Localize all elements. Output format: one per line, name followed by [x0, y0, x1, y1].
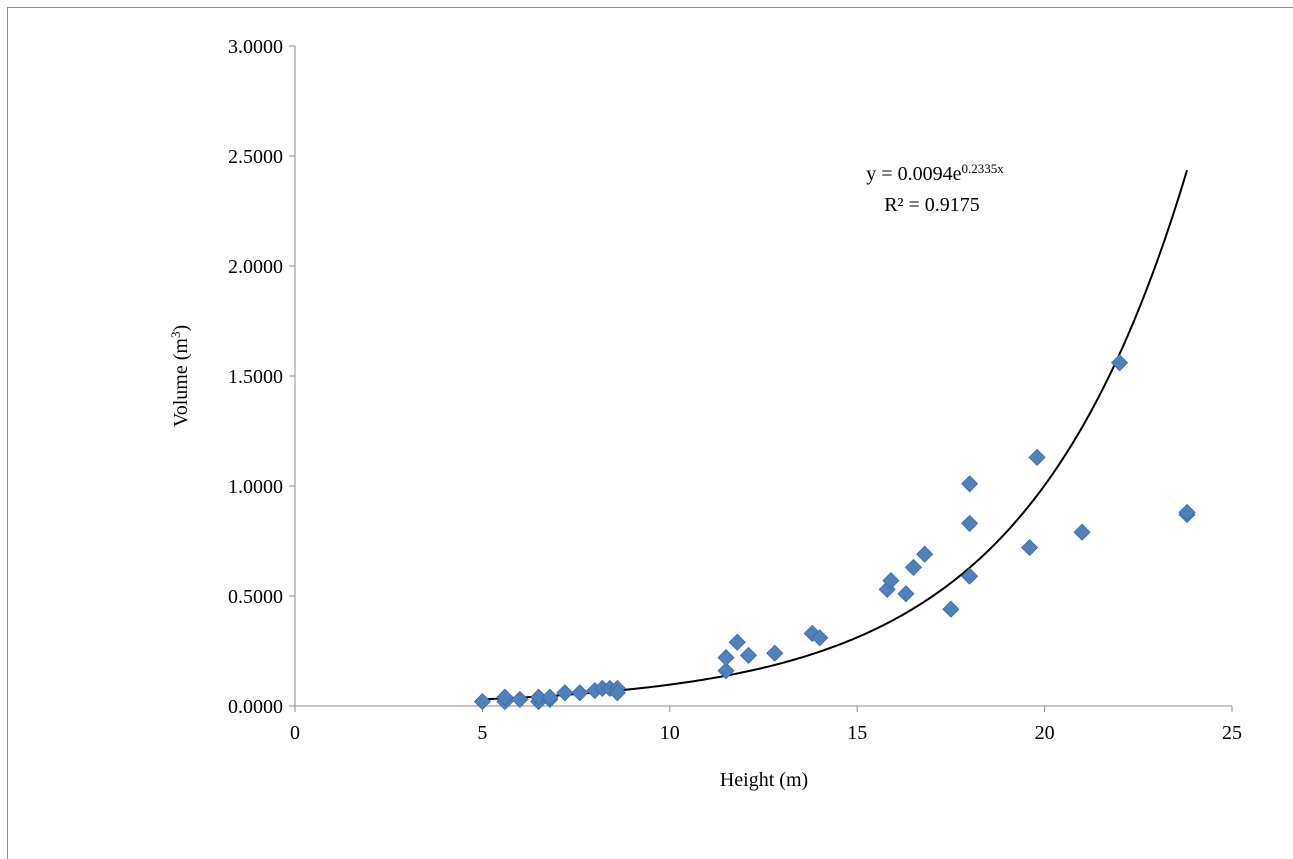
data-point [897, 585, 915, 603]
x-tick-label: 20 [1035, 722, 1055, 744]
data-point [556, 684, 574, 702]
data-point [739, 646, 758, 664]
data-point [961, 567, 979, 585]
data-point [1021, 539, 1039, 557]
data-point [882, 572, 900, 590]
data-point [496, 688, 514, 706]
x-tick-label: 5 [477, 722, 487, 744]
data-point [916, 545, 934, 563]
data-point [904, 558, 922, 576]
trendline-equation: y = 0.0094e0.2335x [866, 161, 1004, 186]
data-point [1178, 503, 1196, 521]
y-axis-ticks: 0.0000 0.5000 1.0000 1.5000 2.0000 2.5000 3.00… [228, 36, 295, 718]
y-tick-label: 1.0000 [228, 476, 283, 498]
trendline-equation-base: y = 0.0094e [866, 163, 961, 185]
y-axis-title: Volume (m3) [168, 325, 193, 427]
data-point [728, 633, 746, 651]
data-point [571, 684, 589, 702]
data-point [541, 688, 559, 706]
y-tick-label: 0.0000 [228, 696, 283, 718]
data-point [1028, 448, 1046, 466]
x-tick-label: 25 [1222, 722, 1242, 744]
x-axis-ticks: 0 5 10 15 20 25 [290, 706, 1242, 744]
data-point [1073, 523, 1091, 541]
y-tick-label: 2.5000 [228, 146, 283, 168]
y-tick-label: 2.0000 [228, 256, 283, 278]
exponential-trendline [482, 169, 1188, 701]
y-tick-label: 1.5000 [228, 366, 283, 388]
data-point [942, 600, 960, 618]
y-axis-title-close: ) [170, 325, 192, 332]
trendline-equation-exponent: 0.2335x [961, 161, 1004, 176]
y-axis-title-superscript: 3 [168, 332, 183, 339]
data-point [961, 514, 979, 532]
chart-frame [7, 7, 1293, 859]
y-axis-title-main: Volume (m [170, 338, 192, 428]
data-point [717, 662, 735, 680]
data-point [1110, 354, 1129, 372]
data-point [530, 688, 548, 706]
data-point [511, 690, 529, 708]
data-point [811, 629, 829, 647]
x-axis-title: Height (m) [720, 769, 808, 791]
x-tick-label: 15 [847, 722, 867, 744]
y-tick-label: 3.0000 [228, 36, 283, 58]
data-point [961, 475, 979, 493]
data-point [766, 644, 784, 662]
x-tick-label: 0 [290, 722, 300, 744]
data-points [473, 354, 1196, 711]
trendline-r-squared: R² = 0.9175 [884, 194, 980, 216]
data-point [717, 649, 735, 667]
x-tick-label: 10 [660, 722, 680, 744]
y-tick-label: 0.5000 [228, 586, 283, 608]
data-point [608, 684, 626, 702]
data-point [473, 693, 491, 711]
